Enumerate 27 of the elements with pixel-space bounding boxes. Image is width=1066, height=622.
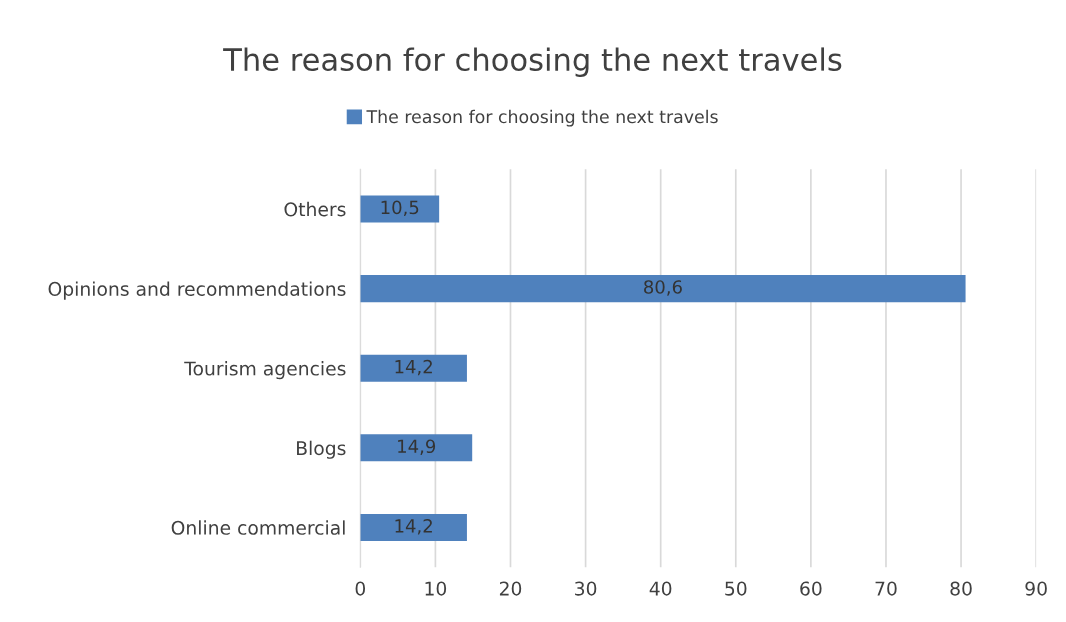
data-label: 14,2 bbox=[395, 519, 432, 535]
y-tick-label: Others bbox=[284, 201, 346, 217]
y-tick-label: Tourism agencies bbox=[184, 361, 346, 380]
bar bbox=[360, 354, 467, 382]
data-label: 14,2 bbox=[395, 359, 432, 376]
y-tick-label: Opinions and recommendations bbox=[48, 281, 346, 300]
y-tick-label: Online commercial bbox=[171, 520, 345, 535]
x-tick-label: 20 bbox=[499, 581, 522, 596]
legend-label: The reason for choosing the next travels bbox=[366, 109, 718, 127]
y-tick-label: Blogs bbox=[297, 440, 346, 459]
bar bbox=[360, 275, 966, 303]
x-tick-label: 30 bbox=[575, 581, 597, 596]
x-tick-label: 90 bbox=[1025, 581, 1047, 596]
x-tick-label: 80 bbox=[950, 581, 972, 596]
x-tick-label: 10 bbox=[425, 581, 447, 596]
chart-title: The reason for choosing the next travels bbox=[223, 47, 842, 77]
x-tick-label: 0 bbox=[355, 581, 366, 596]
x-tick-label: 70 bbox=[875, 581, 897, 596]
data-label: 80,6 bbox=[644, 280, 682, 296]
x-tick-label: 50 bbox=[725, 581, 747, 596]
bar bbox=[360, 434, 473, 462]
x-tick-label: 60 bbox=[800, 581, 822, 596]
x-tick-label: 40 bbox=[649, 581, 672, 596]
bar bbox=[360, 195, 440, 223]
data-label: 10,5 bbox=[381, 200, 419, 217]
data-label: 14,9 bbox=[398, 439, 436, 455]
bar bbox=[360, 513, 467, 541]
